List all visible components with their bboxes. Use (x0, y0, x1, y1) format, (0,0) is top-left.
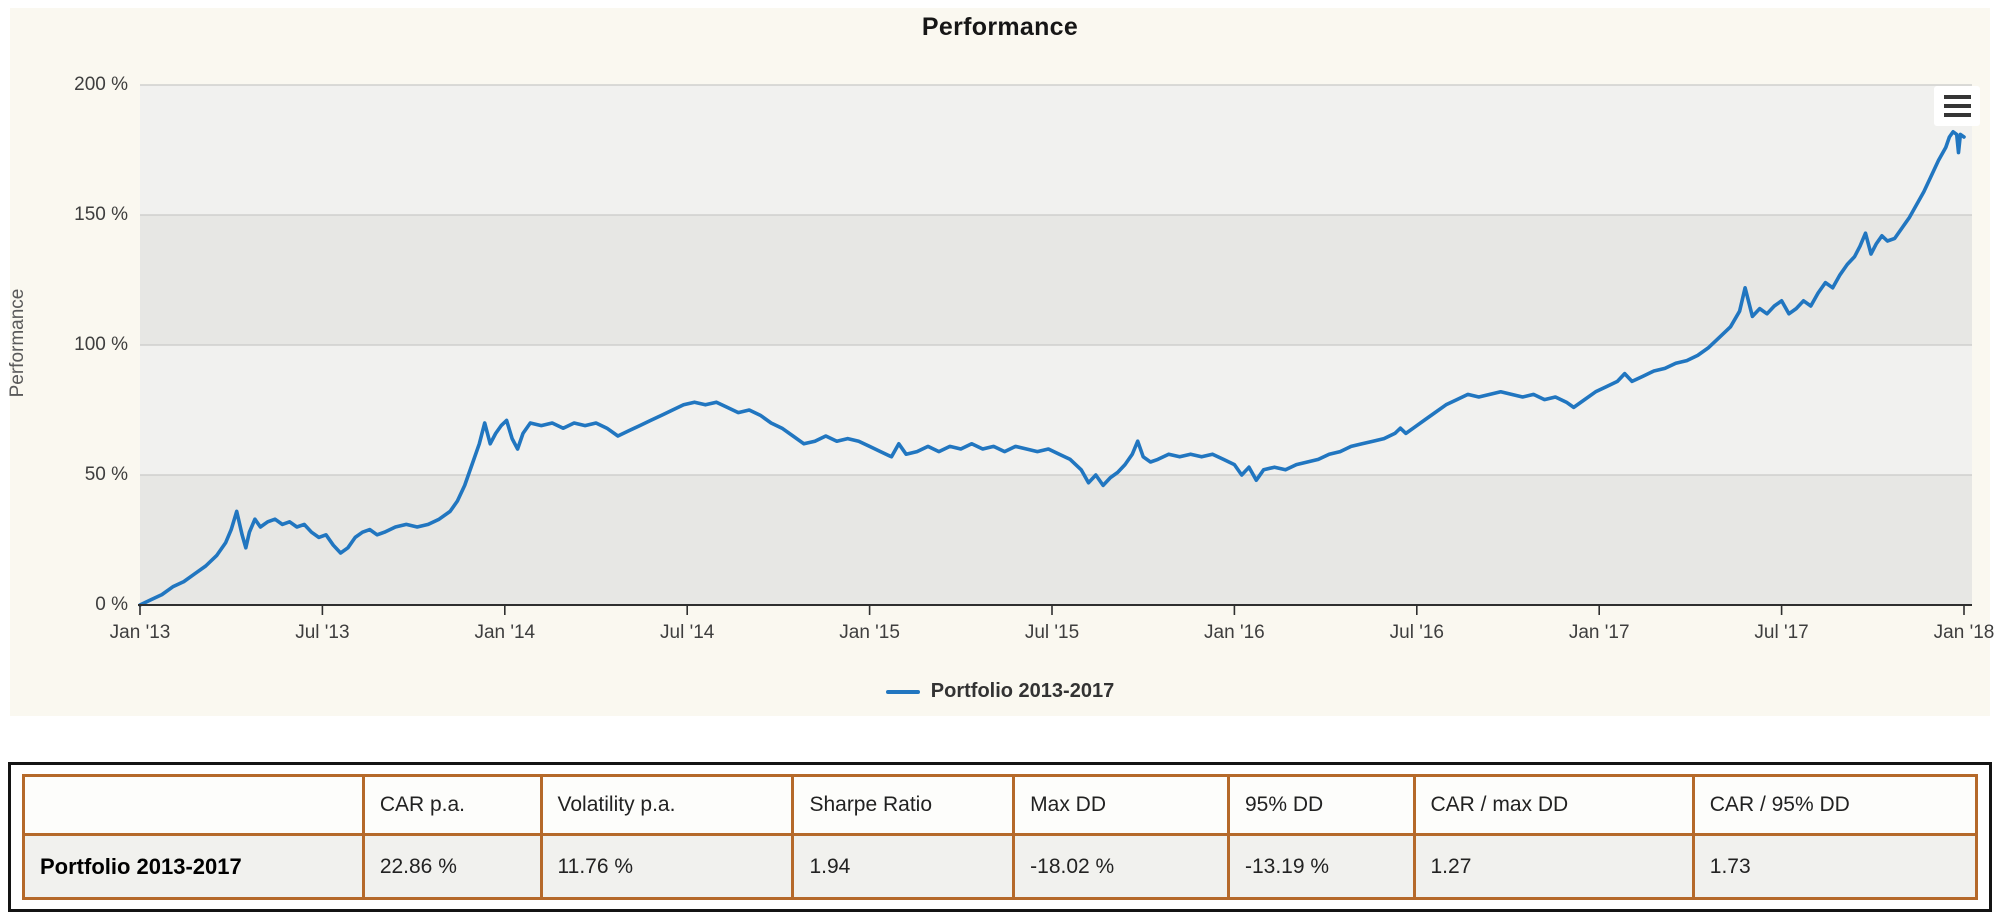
table-value-cell: 22.86 % (361, 833, 543, 900)
x-tick-label: Jan '17 (1568, 622, 1630, 643)
table-value-cell: 1.73 (1691, 833, 1979, 900)
legend-label: Portfolio 2013-2017 (930, 680, 1115, 702)
plot-band (140, 475, 1972, 605)
performance-line-chart (138, 84, 1972, 615)
x-tick-label: Jul '13 (295, 622, 350, 643)
table-header-cell: CAR / max DD (1412, 773, 1695, 837)
table-header-cell: CAR / 95% DD (1691, 773, 1979, 837)
y-tick-label: 100 % (74, 334, 128, 355)
table-row: Portfolio 2013-2017 22.86 % 11.76 % 1.94 -18… (22, 833, 1979, 900)
plot-band (140, 85, 1972, 215)
chart-title: Performance (921, 13, 1079, 41)
table-header-cell: CAR p.a. (361, 773, 543, 837)
x-tick-label: Jan '15 (839, 622, 900, 643)
series-line (138, 130, 1966, 607)
x-tick-label: Jan '13 (109, 622, 171, 643)
x-tick-label: Jul '14 (660, 622, 715, 643)
plot-band (140, 345, 1972, 475)
y-tick-label: 0 % (95, 594, 128, 615)
stats-table: CAR p.a. Volatility p.a. Sharpe Ratio Max D… (22, 773, 1979, 900)
table-value-cell: -18.02 % (1012, 833, 1230, 900)
legend-item-portfolio[interactable]: Portfolio 2013-2017 (885, 680, 1115, 703)
x-tick-label: Jan '14 (474, 622, 536, 643)
table-header-cell: Sharpe Ratio (791, 773, 1016, 837)
x-tick-label: Jan '18 (1933, 622, 1995, 643)
x-tick-label: Jul '17 (1754, 622, 1809, 643)
table-value-cell: 11.76 % (539, 833, 795, 900)
y-tick-label: 200 % (74, 74, 128, 95)
table-row-label: Portfolio 2013-2017 (22, 833, 365, 900)
table-value-cell: 1.27 (1412, 833, 1695, 900)
table-header-cell: 95% DD (1226, 773, 1416, 837)
table-value-cell: -13.19 % (1226, 833, 1416, 900)
table-value-cell: 1.94 (791, 833, 1016, 900)
y-tick-label: 150 % (74, 204, 128, 225)
x-tick-label: Jul '15 (1024, 622, 1080, 643)
x-tick-label: Jan '16 (1204, 622, 1265, 643)
plot-band (140, 215, 1972, 345)
stats-table-frame: CAR p.a. Volatility p.a. Sharpe Ratio Max D… (8, 762, 1992, 912)
y-tick-label: 50 % (84, 464, 128, 485)
legend-line-icon (885, 689, 920, 694)
table-header-cell: Volatility p.a. (539, 773, 795, 837)
table-header-cell: Max DD (1012, 773, 1230, 837)
x-tick-label: Jul '16 (1389, 622, 1444, 643)
table-header-cell (22, 773, 365, 837)
chart-legend: Portfolio 2013-2017 (0, 680, 2000, 703)
table-header-row: CAR p.a. Volatility p.a. Sharpe Ratio Max D… (22, 773, 1979, 837)
chart-context-menu-button[interactable] (1934, 86, 1980, 126)
hamburger-menu-icon (1934, 95, 1980, 117)
